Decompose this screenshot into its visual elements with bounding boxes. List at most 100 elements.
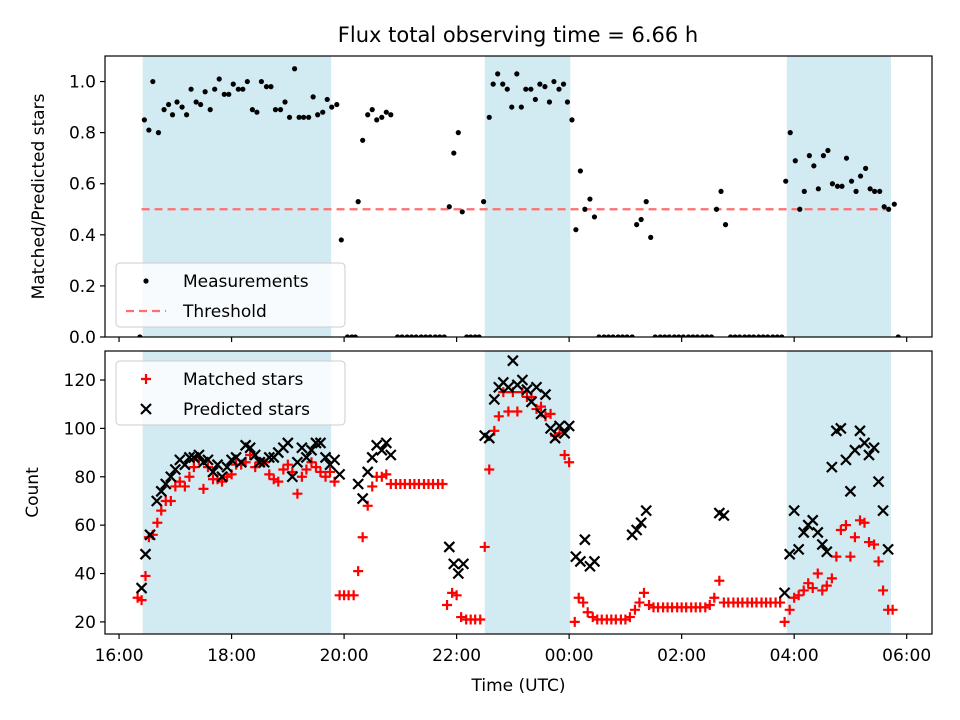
matched-stars-point <box>869 539 880 550</box>
measurement-point <box>282 99 288 105</box>
measurement-point <box>244 78 250 85</box>
y-tick-label: 120 <box>64 371 96 391</box>
measurement-point <box>141 117 147 123</box>
predicted-stars-point <box>483 432 496 444</box>
measurement-point <box>713 206 720 212</box>
predicted-stars-point <box>221 461 233 473</box>
predicted-stars-point <box>165 471 177 483</box>
predicted-stars-point <box>361 466 374 478</box>
matched-stars-point <box>503 406 514 417</box>
predicted-stars-point <box>253 456 266 469</box>
measurement-point <box>582 206 588 212</box>
measurement-point <box>671 334 677 337</box>
measurement-point <box>146 127 152 133</box>
measurement-point <box>834 183 841 189</box>
measurement-point <box>334 101 340 108</box>
predicted-stars-point <box>821 545 833 558</box>
predicted-stars-point <box>783 548 796 560</box>
measurement-point <box>829 181 836 187</box>
matched-stars-point <box>798 585 809 596</box>
measurement-point <box>423 334 429 337</box>
x-tick-label: 18:00 <box>207 646 256 666</box>
predicted-stars-point <box>630 524 643 536</box>
predicted-stars-point <box>882 543 894 556</box>
measurement-point <box>853 188 859 194</box>
matched-stars-point <box>170 481 181 492</box>
predicted-stars-point <box>457 558 470 570</box>
matched-stars-point <box>704 599 715 610</box>
measurement-point <box>863 165 869 171</box>
chart-title: Flux total observing time = 6.66 h <box>338 23 698 47</box>
y-tick-label: 0.0 <box>69 328 96 348</box>
measurement-point <box>797 206 803 212</box>
legend-label: Matched stars <box>183 370 303 390</box>
matched-stars-point <box>812 568 823 579</box>
measurement-point <box>643 199 649 205</box>
matched-stars-point <box>296 471 307 482</box>
measurement-point <box>680 334 686 337</box>
x-tick-label: 00:00 <box>545 646 594 666</box>
matched-stars-point <box>493 411 504 422</box>
x-tick-label: 20:00 <box>320 646 369 666</box>
measurement-point <box>468 334 474 337</box>
measurement-point <box>240 86 246 92</box>
measurement-point <box>652 334 658 337</box>
matched-stars-point <box>840 520 851 531</box>
measurement-point <box>514 71 520 77</box>
matched-stars-point <box>484 464 495 475</box>
measurement-point <box>783 178 789 184</box>
measurement-point <box>306 114 312 120</box>
predicted-stars-point <box>535 408 547 420</box>
matched-stars-point <box>198 483 209 494</box>
measurement-point <box>528 86 534 92</box>
legend-label: Predicted stars <box>183 400 310 420</box>
matched-stars-point <box>278 464 289 475</box>
measurement-point <box>509 104 515 110</box>
measurement-point <box>662 334 668 337</box>
measurement-point <box>742 334 748 337</box>
measurement-point <box>258 78 264 85</box>
matched-stars-point <box>624 612 635 623</box>
matched-stars-point <box>775 597 786 608</box>
matched-stars-point <box>629 604 640 615</box>
measurement-point <box>161 107 167 113</box>
matched-stars-point <box>320 471 331 482</box>
measurement-point <box>596 334 602 337</box>
measurement-point <box>556 86 562 92</box>
measurement-point <box>801 188 807 194</box>
measurement-point <box>848 178 855 184</box>
predicted-stars-point <box>448 558 460 570</box>
measurement-point <box>198 101 204 108</box>
matched-stars-point <box>709 592 720 603</box>
measurement-point <box>360 137 366 143</box>
measurement-point <box>732 334 738 337</box>
predicted-stars-point <box>249 449 261 461</box>
matched-stars-point <box>264 469 275 480</box>
measurement-point <box>605 334 612 337</box>
matched-stars-point <box>156 505 167 516</box>
matched-stars-point <box>784 604 795 615</box>
matched-stars-point <box>282 459 293 470</box>
matched-stars-point <box>803 578 814 589</box>
measurement-point <box>437 334 443 337</box>
predicted-stars-point <box>139 548 152 560</box>
measurement-point <box>310 94 316 100</box>
measurement-point <box>344 334 351 337</box>
predicted-stars-point <box>207 466 219 478</box>
predicted-stars-point <box>826 461 838 473</box>
predicted-stars-point <box>530 381 543 394</box>
measurement-point <box>615 334 621 337</box>
measurement-point <box>779 334 785 337</box>
measurement-point <box>183 112 190 118</box>
measurement-point <box>634 222 640 228</box>
measurement-point <box>518 104 524 110</box>
measurement-point <box>770 334 776 337</box>
predicted-stars-point <box>718 509 730 522</box>
predicted-stars-point <box>579 533 591 546</box>
measurement-point <box>523 86 529 92</box>
measurement-point <box>188 86 194 92</box>
measurement-point <box>365 112 371 118</box>
legend-box <box>115 262 346 328</box>
matched-stars-point <box>536 401 547 412</box>
